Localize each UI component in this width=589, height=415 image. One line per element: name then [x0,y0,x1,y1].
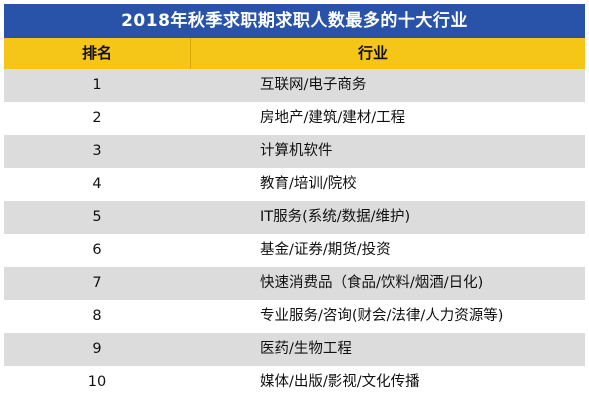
table-row: 6 基金/证券/期货/投资 [4,234,585,267]
rank-cell: 7 [92,275,102,291]
header-industry-label: 行业 [358,44,389,62]
industry-cell: 教育/培训/院校 [260,176,357,192]
rank-cell: 4 [92,176,102,192]
header-divider [190,38,191,69]
table-row: 7 快速消费品（食品/饮料/烟酒/日化) [4,267,585,300]
rank-cell: 9 [92,341,102,357]
industry-cell: 计算机软件 [260,143,333,159]
table-header: 排名 行业 [4,38,585,69]
industry-cell: 医药/生物工程 [260,341,352,357]
rank-cell: 5 [92,209,102,225]
industry-cell: 互联网/电子商务 [260,77,367,93]
table-row: 1 互联网/电子商务 [4,69,585,102]
industry-cell: 专业服务/咨询(财会/法律/人力资源等) [260,308,504,324]
rank-cell: 6 [92,242,102,258]
industry-cell: IT服务(系统/数据/维护) [260,209,411,225]
table-row: 4 教育/培训/院校 [4,168,585,201]
industry-cell: 媒体/出版/影视/文化传播 [260,374,420,390]
table-row: 2 房地产/建筑/建材/工程 [4,102,585,135]
table-title: 2018年秋季求职期求职人数最多的十大行业 [4,4,585,38]
table-row: 9 医药/生物工程 [4,333,585,366]
header-industry: 行业 [190,38,585,69]
industry-cell: 快速消费品（食品/饮料/烟酒/日化) [260,275,484,291]
industry-cell: 房地产/建筑/建材/工程 [260,110,406,126]
rank-cell: 10 [87,374,107,390]
table-row: 3 计算机软件 [4,135,585,168]
rank-cell: 2 [92,110,102,126]
table-row: 8 专业服务/咨询(财会/法律/人力资源等) [4,300,585,333]
industry-cell: 基金/证券/期货/投资 [260,242,391,258]
table-row: 5 IT服务(系统/数据/维护) [4,201,585,234]
header-rank: 排名 [81,44,112,62]
table-row: 10 媒体/出版/影视/文化传播 [4,366,585,399]
rank-cell: 3 [92,143,102,159]
rank-cell: 8 [92,308,102,324]
rank-cell: 1 [92,77,102,93]
ranking-table: 2018年秋季求职期求职人数最多的十大行业 排名 行业 1 互联网/电子商务 2… [4,4,585,399]
